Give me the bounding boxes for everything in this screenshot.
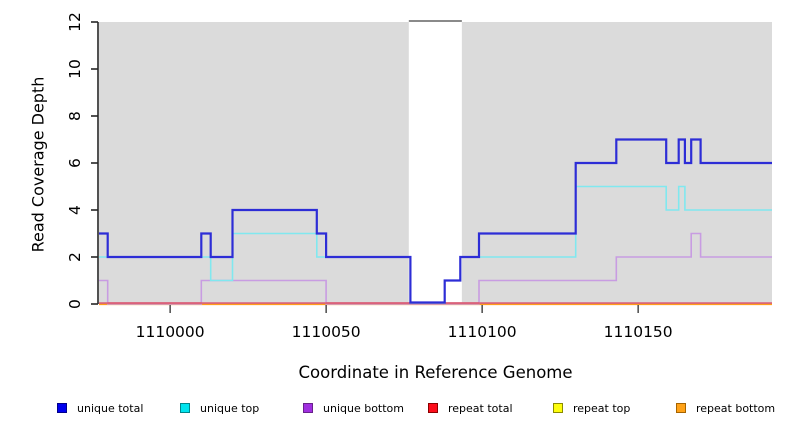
x-tick-label: 1110100 bbox=[448, 323, 517, 341]
legend: unique total unique top unique bottom repea… bbox=[0, 400, 792, 420]
legend-item-unique-total: unique total bbox=[57, 400, 143, 416]
legend-label: repeat total bbox=[448, 401, 513, 415]
legend-swatch-icon bbox=[303, 403, 313, 413]
series-line-unique-bottom bbox=[99, 232, 772, 305]
legend-label: unique total bbox=[77, 401, 144, 415]
y-tick-label: 12 bbox=[66, 12, 84, 32]
x-tick-label: 1110050 bbox=[292, 323, 361, 341]
legend-item-unique-bottom: unique bottom bbox=[303, 400, 404, 416]
legend-label: repeat bottom bbox=[696, 401, 776, 415]
legend-swatch-icon bbox=[553, 403, 563, 413]
y-tick-label: 8 bbox=[66, 111, 84, 121]
y-axis-title: Read Coverage Depth bbox=[28, 76, 48, 253]
legend-label: repeat top bbox=[573, 401, 631, 415]
y-tick-label: 10 bbox=[66, 59, 84, 79]
legend-swatch-icon bbox=[57, 403, 67, 413]
x-tick-label: 1110000 bbox=[136, 323, 205, 341]
y-tick-label: 2 bbox=[66, 252, 84, 262]
legend-label: unique top bbox=[200, 401, 260, 415]
legend-swatch-icon bbox=[180, 403, 190, 413]
legend-swatch-icon bbox=[428, 403, 438, 413]
legend-item-repeat-total: repeat total bbox=[428, 400, 513, 416]
coverage-gap-band bbox=[408, 22, 462, 304]
x-tick-label: 1110150 bbox=[604, 323, 673, 341]
x-axis-title: Coordinate in Reference Genome bbox=[298, 363, 573, 382]
y-tick-label: 0 bbox=[66, 299, 84, 309]
y-tick-label: 6 bbox=[66, 158, 84, 168]
y-tick-label: 4 bbox=[66, 205, 84, 215]
legend-item-repeat-bottom: repeat bottom bbox=[676, 400, 775, 416]
legend-item-unique-top: unique top bbox=[180, 400, 259, 416]
legend-swatch-icon bbox=[676, 403, 686, 413]
legend-label: unique bottom bbox=[323, 401, 405, 415]
series-line-unique-total bbox=[99, 138, 772, 304]
legend-item-repeat-top: repeat top bbox=[553, 400, 630, 416]
